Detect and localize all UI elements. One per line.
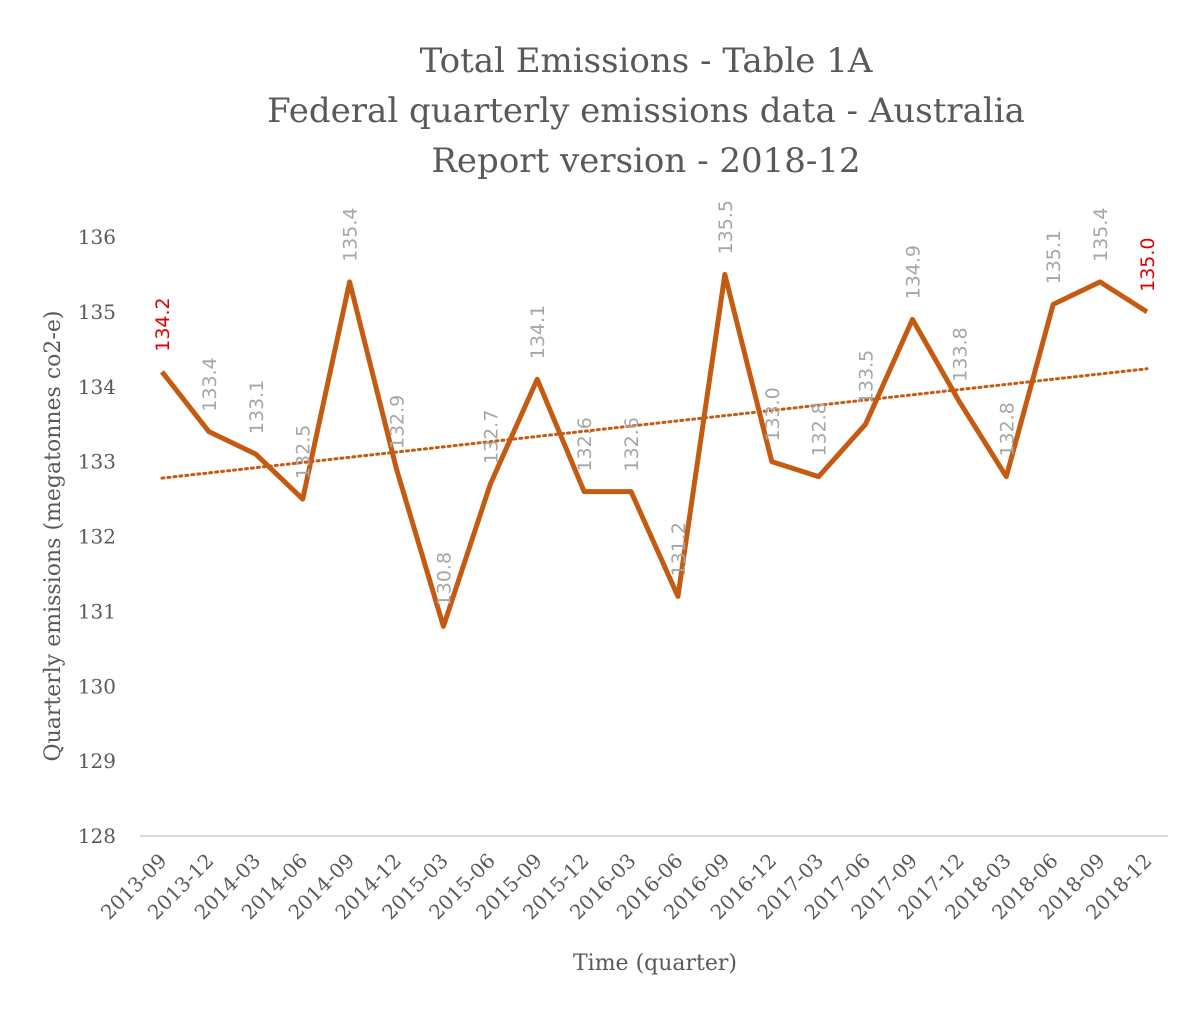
data-label: 135.4 xyxy=(340,208,362,262)
chart-title-line-3: Report version - 2018-12 xyxy=(431,141,860,181)
data-label: 132.5 xyxy=(293,425,315,479)
y-axis-title: Quarterly emissions (megatonnes co2-e) xyxy=(41,311,66,762)
data-label: 134.9 xyxy=(902,245,924,299)
data-label: 131.2 xyxy=(668,522,690,576)
data-labels: 134.2 133.4 133.1 132.5 135.4 132.9 130.8 132.7… xyxy=(152,200,1159,606)
data-label: 133.0 xyxy=(762,387,784,441)
data-label: 132.7 xyxy=(480,410,502,464)
y-tick-label: 129 xyxy=(78,749,116,773)
x-axis-ticks: 2013-092013-122014-032014-062014-092014-… xyxy=(96,849,1157,925)
data-label: 132.6 xyxy=(574,417,596,471)
data-label: 133.1 xyxy=(246,380,268,434)
y-tick-label: 131 xyxy=(78,599,116,623)
y-tick-label: 128 xyxy=(78,824,116,848)
data-label: 133.8 xyxy=(949,327,971,381)
trend-line xyxy=(160,367,1149,480)
y-tick-label: 135 xyxy=(78,300,116,324)
y-tick-label: 134 xyxy=(78,375,116,399)
series-line xyxy=(160,271,1149,629)
data-label: 132.8 xyxy=(996,402,1018,456)
data-label: 132.6 xyxy=(621,417,643,471)
data-label: 133.4 xyxy=(199,357,221,411)
data-label: 132.9 xyxy=(387,395,409,449)
chart-title-line-2: Federal quarterly emissions data - Austr… xyxy=(267,91,1025,131)
y-tick-label: 136 xyxy=(78,225,116,249)
chart-title: Total Emissions - Table 1A Federal quart… xyxy=(267,41,1025,181)
data-label: 133.5 xyxy=(856,350,878,404)
data-label: 134.2 xyxy=(152,297,174,351)
data-label: 132.8 xyxy=(809,402,831,456)
y-axis-ticks: 128 129 130 131 132 133 134 135 136 xyxy=(78,225,116,848)
y-tick-label: 133 xyxy=(78,450,116,474)
x-axis-title: Time (quarter) xyxy=(573,951,737,976)
data-label: 134.1 xyxy=(527,305,549,359)
data-label: 130.8 xyxy=(433,552,455,606)
chart-title-line-1: Total Emissions - Table 1A xyxy=(420,41,873,81)
data-label: 135.1 xyxy=(1043,230,1065,284)
data-label: 135.5 xyxy=(715,200,737,254)
y-tick-label: 130 xyxy=(78,674,116,698)
data-label: 135.0 xyxy=(1137,237,1159,291)
y-tick-label: 132 xyxy=(78,525,116,549)
data-label: 135.4 xyxy=(1090,208,1112,262)
